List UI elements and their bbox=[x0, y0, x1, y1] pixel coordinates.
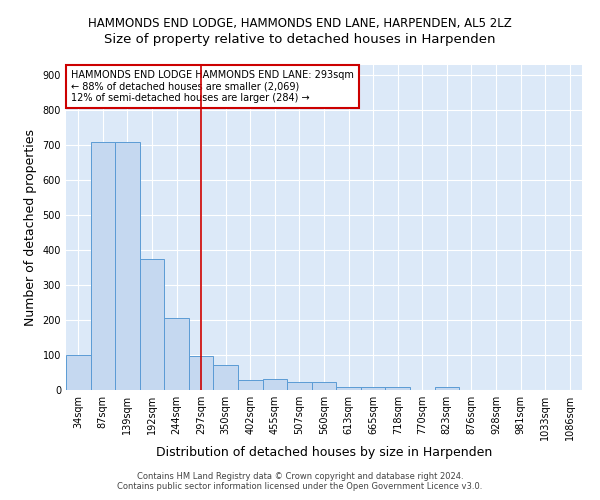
Bar bbox=[189, 356, 214, 390]
Bar bbox=[361, 386, 385, 390]
Text: HAMMONDS END LODGE HAMMONDS END LANE: 293sqm
← 88% of detached houses are smalle: HAMMONDS END LODGE HAMMONDS END LANE: 29… bbox=[71, 70, 354, 103]
X-axis label: Distribution of detached houses by size in Harpenden: Distribution of detached houses by size … bbox=[156, 446, 492, 458]
Text: Size of property relative to detached houses in Harpenden: Size of property relative to detached ho… bbox=[104, 32, 496, 46]
Bar bbox=[238, 380, 263, 390]
Bar bbox=[385, 387, 410, 390]
Bar bbox=[66, 354, 91, 390]
Bar bbox=[115, 142, 140, 390]
Bar bbox=[312, 382, 336, 390]
Text: Contains HM Land Registry data © Crown copyright and database right 2024.: Contains HM Land Registry data © Crown c… bbox=[137, 472, 463, 481]
Bar bbox=[336, 387, 361, 390]
Text: HAMMONDS END LODGE, HAMMONDS END LANE, HARPENDEN, AL5 2LZ: HAMMONDS END LODGE, HAMMONDS END LANE, H… bbox=[88, 18, 512, 30]
Bar bbox=[140, 259, 164, 390]
Bar bbox=[434, 387, 459, 390]
Bar bbox=[287, 382, 312, 390]
Bar bbox=[214, 365, 238, 390]
Bar bbox=[91, 142, 115, 390]
Y-axis label: Number of detached properties: Number of detached properties bbox=[24, 129, 37, 326]
Text: Contains public sector information licensed under the Open Government Licence v3: Contains public sector information licen… bbox=[118, 482, 482, 491]
Bar bbox=[263, 379, 287, 390]
Bar bbox=[164, 318, 189, 390]
